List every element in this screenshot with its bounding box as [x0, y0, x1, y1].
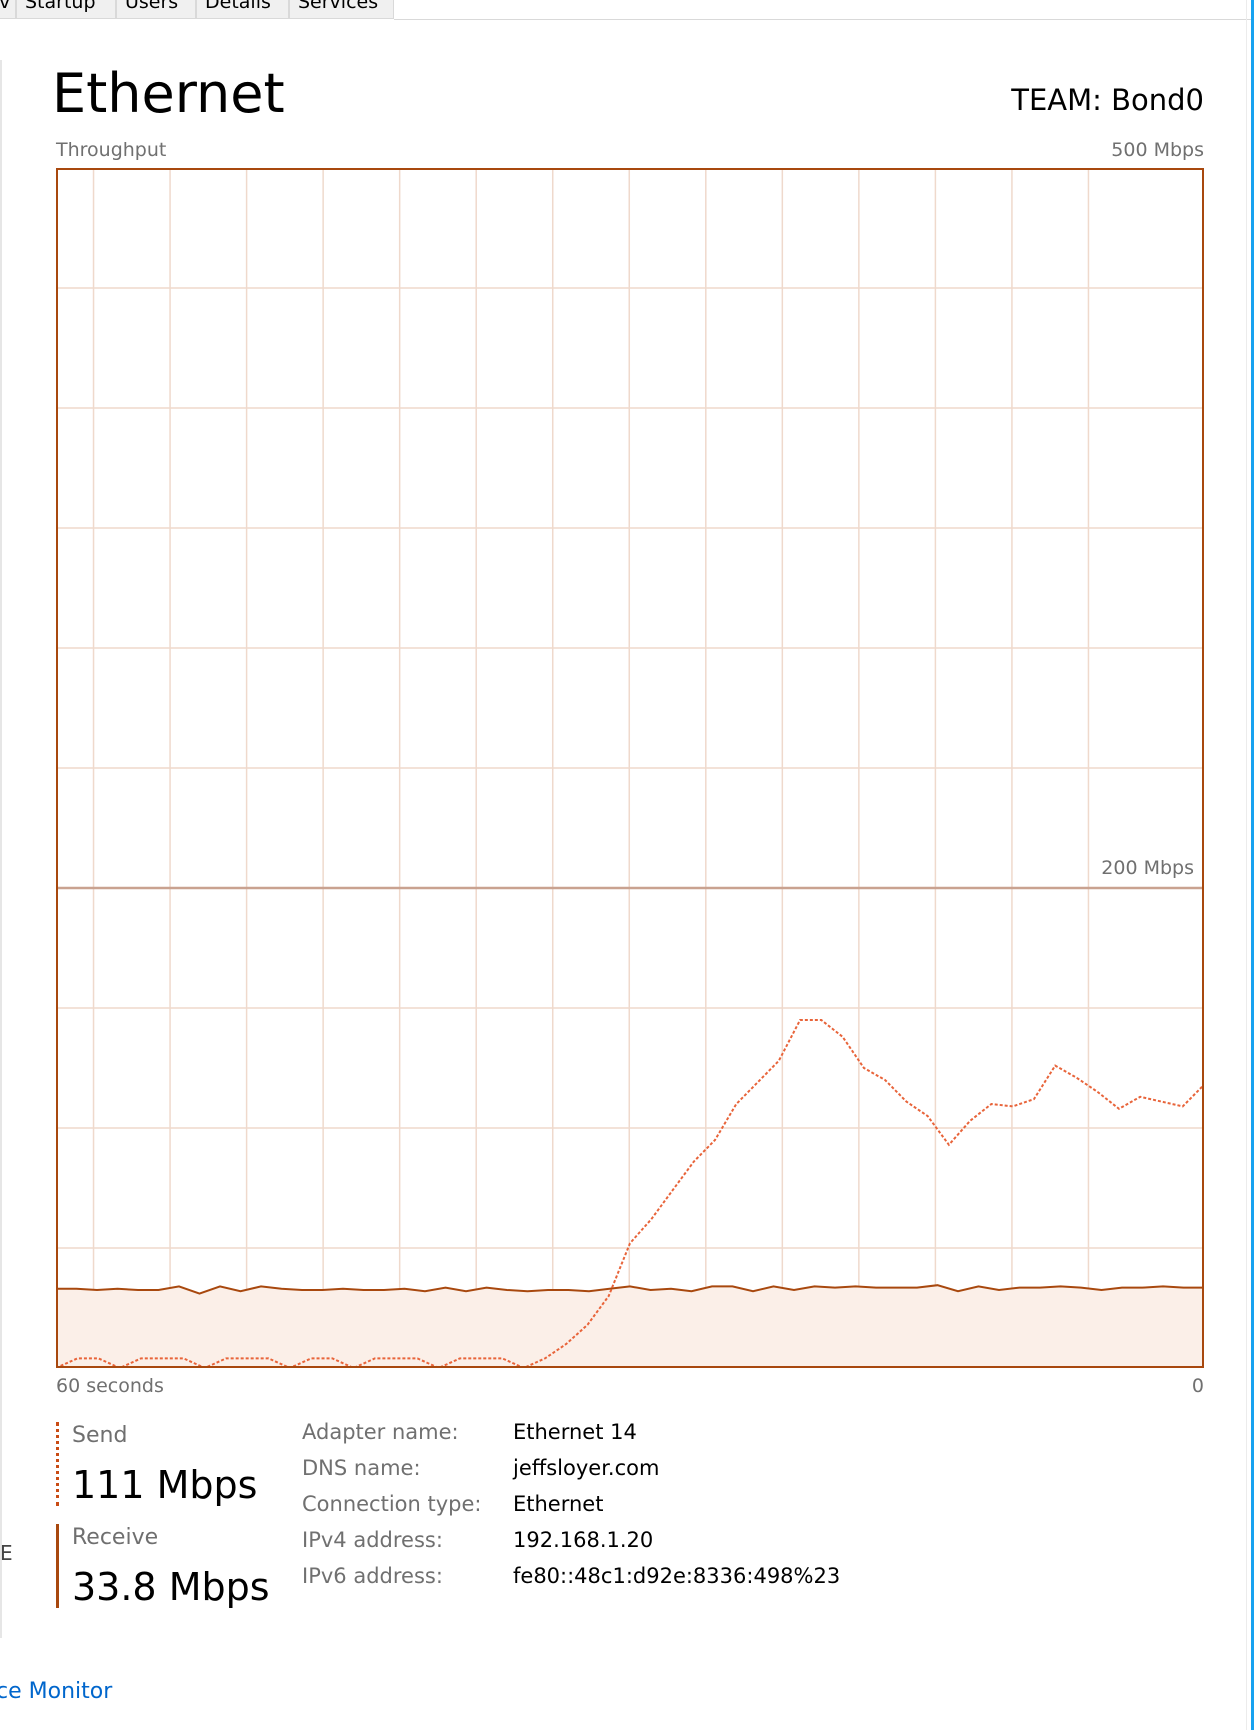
- property-value: 192.168.1.20: [513, 1528, 654, 1552]
- send-series-line: [56, 1019, 1204, 1368]
- throughput-chart: [56, 168, 1204, 1368]
- receive-legend[interactable]: Receive 33.8 Mbps: [56, 1524, 296, 1609]
- tab-strip-divider: [394, 19, 1254, 20]
- property-value: Ethernet 14: [513, 1420, 637, 1444]
- tab-details[interactable]: Details: [196, 0, 289, 19]
- tab-strip: v Startup Users Details Services: [0, 0, 1254, 20]
- property-label: DNS name:: [302, 1456, 421, 1480]
- send-value: 111 Mbps: [72, 1463, 258, 1507]
- window-border: [1251, 0, 1254, 1730]
- property-value: fe80::48c1:d92e:8336:498%23: [513, 1564, 841, 1588]
- page-title: Ethernet: [52, 62, 285, 125]
- left-panel-divider: [0, 60, 2, 1638]
- property-label: Adapter name:: [302, 1420, 459, 1444]
- property-label: IPv6 address:: [302, 1564, 443, 1588]
- send-legend-marker: [56, 1422, 59, 1506]
- chart-max-label: 500 Mbps: [1111, 139, 1204, 161]
- property-label: IPv4 address:: [302, 1528, 443, 1552]
- property-value: jeffsloyer.com: [513, 1456, 660, 1480]
- property-value: Ethernet: [513, 1492, 604, 1516]
- send-label: Send: [72, 1423, 128, 1448]
- open-resource-monitor-link[interactable]: ce Monitor: [0, 1679, 113, 1704]
- x-axis-left-label: 60 seconds: [56, 1375, 164, 1397]
- tab-partial[interactable]: v: [0, 0, 16, 19]
- chart-scale-label: 200 Mbps: [1101, 857, 1194, 879]
- chart-border: [56, 168, 1204, 1368]
- throughput-chart-svg: [56, 168, 1204, 1368]
- receive-label: Receive: [72, 1525, 159, 1550]
- tab-services[interactable]: Services: [289, 0, 394, 19]
- tab-startup[interactable]: Startup: [16, 0, 116, 19]
- side-panel-fragment: E: [0, 1541, 13, 1565]
- receive-area-fill: [56, 1285, 1204, 1368]
- adapter-description: TEAM: Bond0: [1011, 83, 1204, 117]
- chart-title: Throughput: [56, 139, 167, 161]
- receive-value: 33.8 Mbps: [72, 1565, 270, 1609]
- send-legend[interactable]: Send 111 Mbps: [56, 1422, 296, 1507]
- receive-legend-marker: [56, 1524, 59, 1608]
- property-label: Connection type:: [302, 1492, 482, 1516]
- x-axis-right-label: 0: [1191, 1375, 1204, 1397]
- tab-users[interactable]: Users: [116, 0, 196, 19]
- receive-series-line: [56, 1284, 1204, 1295]
- scrollbar-track[interactable]: [1246, 0, 1247, 1730]
